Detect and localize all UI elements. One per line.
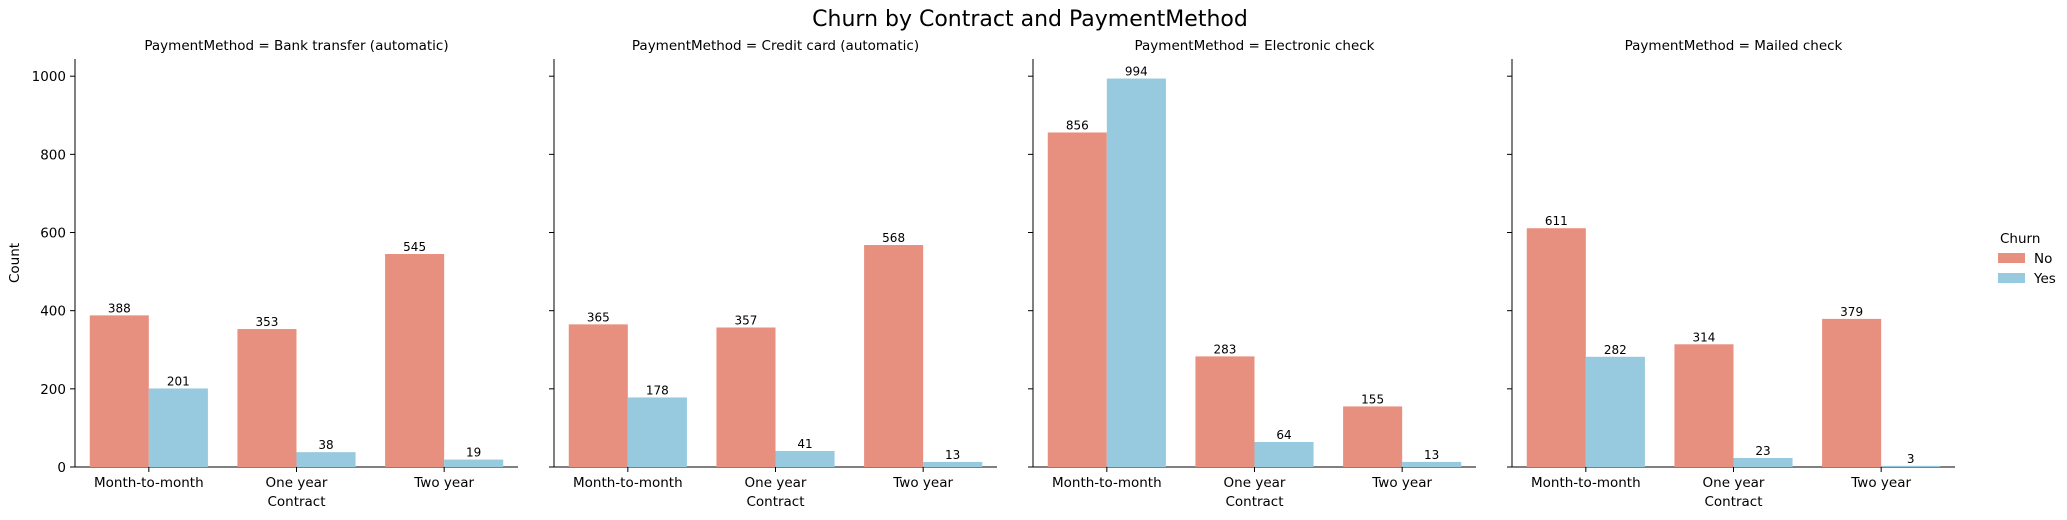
- y-tick-label: 400: [40, 304, 66, 320]
- bar-no: [568, 324, 628, 467]
- x-tick-label: Two year: [892, 475, 953, 491]
- bar-yes: [1733, 458, 1793, 467]
- x-tick-label: One year: [745, 475, 807, 491]
- bar-value-label: 282: [1604, 343, 1627, 357]
- bar-yes: [775, 450, 835, 467]
- bar-value-label: 38: [318, 438, 333, 452]
- y-tick-label: 800: [40, 147, 66, 163]
- bar-value-label: 994: [1125, 65, 1148, 79]
- x-tick-label: One year: [266, 475, 328, 491]
- bar-value-label: 64: [1276, 428, 1291, 442]
- bar-no: [237, 329, 297, 467]
- x-tick-label: One year: [1224, 475, 1286, 491]
- bar-yes: [444, 459, 504, 467]
- x-axis-label: Contract: [267, 494, 325, 510]
- bar-value-label: 155: [1361, 392, 1384, 406]
- bar-value-label: 13: [945, 448, 960, 462]
- x-tick-label: One year: [1703, 475, 1765, 491]
- bar-no: [89, 315, 149, 467]
- legend-swatch-no: [1998, 253, 2025, 263]
- bar-yes: [1254, 441, 1314, 467]
- legend-label-yes: Yes: [2033, 271, 2056, 287]
- bar-no: [1674, 344, 1734, 467]
- bar-value-label: 201: [167, 374, 190, 388]
- bar-no: [1526, 228, 1586, 467]
- bar-value-label: 379: [1840, 305, 1863, 319]
- bar-value-label: 178: [646, 383, 669, 397]
- y-axis-label: Count: [7, 243, 23, 283]
- x-axis-label: Contract: [1704, 494, 1762, 510]
- legend-label-no: No: [2034, 251, 2052, 267]
- x-tick-label: Two year: [413, 475, 474, 491]
- bar-value-label: 545: [403, 240, 426, 254]
- x-axis-label: Contract: [746, 494, 804, 510]
- x-tick-label: Two year: [1371, 475, 1432, 491]
- legend-swatch-yes: [1998, 273, 2025, 283]
- bar-no: [1047, 132, 1107, 468]
- panel-title: PaymentMethod = Credit card (automatic): [632, 38, 919, 54]
- bar-value-label: 856: [1066, 118, 1089, 132]
- x-tick-label: Month-to-month: [1052, 475, 1162, 491]
- figure-title: Churn by Contract and PaymentMethod: [812, 7, 1248, 32]
- y-tick-label: 1000: [32, 69, 66, 85]
- x-tick-label: Two year: [1850, 475, 1911, 491]
- bar-yes: [1881, 465, 1941, 467]
- bar-value-label: 388: [108, 301, 131, 315]
- bar-yes: [627, 397, 687, 467]
- panel-1: PaymentMethod = Bank transfer (automatic…: [7, 38, 518, 510]
- panel-title: PaymentMethod = Mailed check: [1625, 38, 1843, 54]
- chart-panels: PaymentMethod = Bank transfer (automatic…: [7, 38, 1955, 510]
- bar-value-label: 283: [1214, 342, 1237, 356]
- panel-3: PaymentMethod = Electronic check Month-to…: [1028, 38, 1476, 510]
- x-tick-label: Month-to-month: [573, 475, 683, 491]
- bar-value-label: 353: [256, 315, 279, 329]
- bar-no: [716, 327, 776, 467]
- legend: Churn No Yes: [1998, 231, 2056, 287]
- bar-value-label: 3: [1907, 452, 1915, 466]
- bar-value-label: 23: [1755, 444, 1770, 458]
- x-axis-label: Contract: [1225, 494, 1283, 510]
- bar-value-label: 357: [735, 313, 758, 327]
- y-tick-label: 600: [40, 226, 66, 242]
- panel-title: PaymentMethod = Electronic check: [1135, 38, 1375, 54]
- bar-yes: [1402, 461, 1462, 467]
- bar-value-label: 41: [797, 437, 812, 451]
- bar-no: [1822, 318, 1882, 467]
- legend-title: Churn: [2000, 231, 2040, 247]
- y-tick-label: 0: [57, 460, 66, 476]
- bar-value-label: 314: [1693, 330, 1716, 344]
- x-tick-label: Month-to-month: [94, 475, 204, 491]
- bar-yes: [148, 388, 208, 467]
- bar-yes: [296, 452, 356, 467]
- bar-no: [864, 245, 924, 467]
- panel-4: PaymentMethod = Mailed check Month-to-mon…: [1507, 38, 1955, 510]
- y-tick-label: 200: [40, 382, 66, 398]
- bar-yes: [1585, 356, 1645, 467]
- bar-no: [1343, 406, 1403, 467]
- bar-value-label: 13: [1424, 448, 1439, 462]
- panel-2: PaymentMethod = Credit card (automatic) M…: [549, 38, 997, 510]
- bar-value-label: 568: [882, 231, 905, 245]
- x-tick-label: Month-to-month: [1531, 475, 1641, 491]
- panel-title: PaymentMethod = Bank transfer (automatic…: [144, 38, 448, 54]
- bar-no: [385, 254, 445, 467]
- bar-value-label: 611: [1545, 214, 1568, 228]
- bar-yes: [923, 461, 983, 467]
- bar-no: [1195, 356, 1255, 467]
- bar-value-label: 365: [587, 310, 610, 324]
- bar-value-label: 19: [466, 446, 481, 460]
- bar-yes: [1106, 78, 1166, 468]
